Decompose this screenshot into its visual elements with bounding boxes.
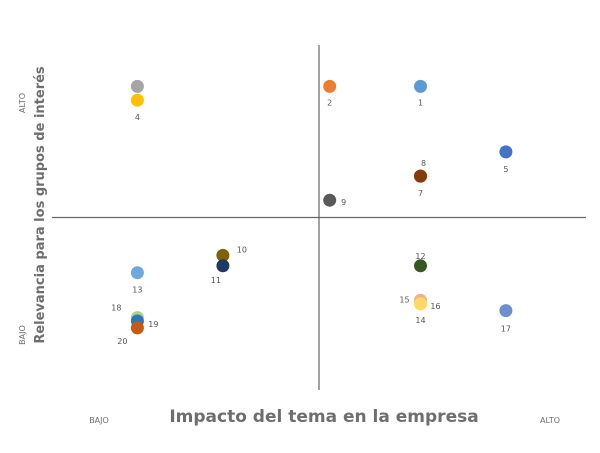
data-points — [130, 79, 513, 335]
data-point-11 — [216, 259, 230, 273]
data-point-3 — [130, 79, 144, 93]
data-label-15: 15 — [399, 295, 409, 304]
data-point-20 — [130, 321, 144, 335]
data-point-2 — [323, 79, 337, 93]
data-point-10 — [216, 248, 230, 262]
y-axis-low-label: BAJO — [18, 325, 27, 345]
data-label-1: 1 — [418, 98, 423, 107]
data-point-13 — [130, 266, 144, 280]
data-label-5: 5 — [503, 165, 508, 174]
data-point-12 — [414, 259, 427, 273]
data-label-7: 7 — [418, 189, 423, 198]
data-label-12: 12 — [415, 252, 425, 261]
data-label-20: 20 — [117, 337, 127, 346]
x-axis-high-label: ALTO — [540, 416, 560, 425]
data-point-5 — [499, 145, 513, 159]
x-axis-low-label: BAJO — [89, 416, 109, 425]
x-axis-title: Impacto del tema en la empresa — [169, 407, 478, 427]
data-label-8: 8 — [421, 159, 426, 168]
data-point-8 — [414, 169, 427, 183]
data-label-17: 17 — [501, 325, 511, 334]
data-point-17 — [499, 304, 513, 318]
y-axis-high-label: ALTO — [18, 93, 27, 113]
data-label-13: 13 — [132, 286, 142, 295]
data-label-18: 18 — [111, 304, 121, 313]
data-label-19: 19 — [148, 320, 158, 329]
data-label-14: 14 — [415, 316, 425, 325]
data-label-4: 4 — [135, 113, 140, 122]
data-label-11: 11 — [211, 276, 221, 285]
data-point-4 — [130, 93, 144, 107]
data-point-1 — [414, 79, 427, 93]
data-label-2: 2 — [327, 98, 332, 107]
data-label-9: 9 — [341, 198, 346, 207]
data-label-10: 10 — [237, 245, 247, 254]
data-label-16: 16 — [430, 302, 440, 311]
data-point-9 — [323, 193, 337, 207]
y-axis-title: Relevancia para los grupos de interés — [33, 66, 48, 344]
data-point-16 — [414, 297, 427, 311]
